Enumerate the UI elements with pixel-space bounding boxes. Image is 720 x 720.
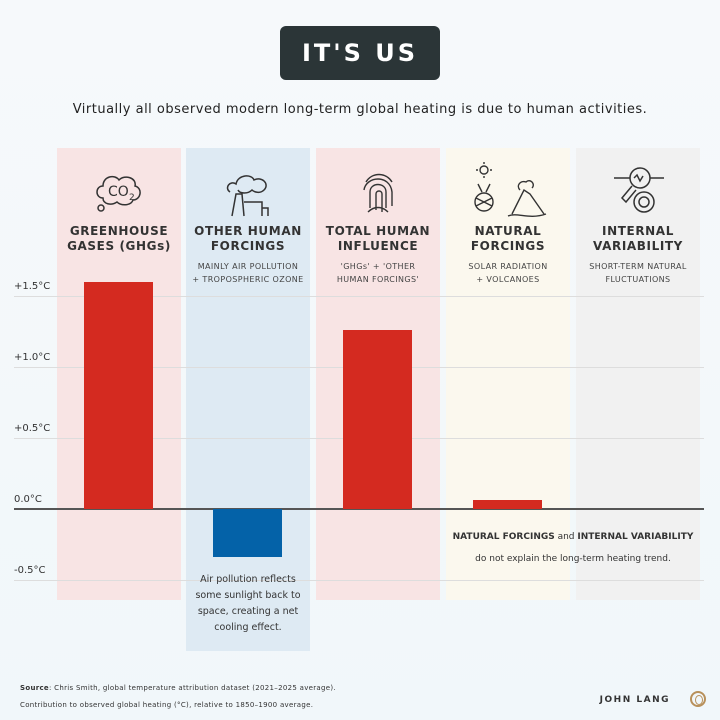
natural-note: NATURAL FORCINGS and INTERNAL VARIABILIT…: [446, 526, 700, 570]
column-heading: TOTAL HUMAN INFLUENCE: [325, 224, 431, 253]
source-text: : Chris Smith, global temperature attrib…: [48, 684, 336, 692]
column-panel: OTHER HUMAN FORCINGS MAINLY AIR POLLUTION +…: [186, 148, 310, 651]
bar-3: [473, 500, 542, 509]
note-line: Air pollution reflects: [200, 574, 296, 585]
magnifier-signal-icon: [576, 162, 700, 218]
brand-logo-icon: [690, 691, 706, 707]
y-tick-label: +0.5°C: [14, 423, 51, 434]
column-description: MAINLY AIR POLLUTION + TROPOSPHERIC OZONE: [192, 262, 304, 284]
bar-0: [84, 281, 153, 509]
gridline: [14, 296, 704, 297]
bar-2: [343, 330, 412, 509]
column-description: SOLAR RADIATION + VOLCANOES: [468, 262, 548, 284]
column-heading: INTERNAL VARIABILITY: [593, 224, 683, 253]
y-tick-label: +1.5°C: [14, 281, 51, 292]
note-line: do not explain the long-term heating tre…: [475, 554, 671, 564]
cooling-note: Air pollution reflects some sunlight bac…: [186, 572, 310, 636]
factory-smoke-icon: [186, 162, 310, 218]
y-tick-label: -0.5°C: [14, 565, 46, 576]
note-and: and: [554, 532, 578, 542]
fingerprint-icon: [316, 162, 440, 218]
source-label: Source: [20, 684, 49, 692]
svg-text:2: 2: [129, 193, 135, 203]
svg-text:CO: CO: [108, 184, 129, 200]
gridline: [14, 580, 704, 581]
title-badge: IT'S US: [280, 26, 440, 80]
column-heading: OTHER HUMAN FORCINGS: [194, 224, 302, 253]
y-tick-label: 0.0°C: [14, 494, 42, 505]
column-heading: NATURAL FORCINGS: [470, 224, 546, 253]
column-heading: GREENHOUSE GASES (GHGs): [67, 224, 171, 253]
sun-volcano-icon: [446, 162, 570, 218]
brand-name: JOHN LANG: [599, 695, 670, 705]
column-description: SHORT-TERM NATURAL FLUCTUATIONS: [589, 262, 687, 284]
footnote: Contribution to observed global heating …: [20, 701, 314, 709]
y-tick-label: +1.0°C: [14, 352, 51, 363]
co2-cloud-icon: CO 2: [57, 162, 181, 218]
column-panel: NATURAL FORCINGS SOLAR RADIATION + VOLCANOE…: [446, 148, 570, 600]
zero-line: [14, 508, 704, 510]
column-panel: INTERNAL VARIABILITY SHORT-TERM NATURAL FLU…: [576, 148, 700, 600]
note-line: cooling effect.: [214, 622, 282, 633]
note-line: some sunlight back to: [195, 590, 301, 601]
note-strong: INTERNAL VARIABILITY: [577, 532, 694, 542]
subtitle: Virtually all observed modern long-term …: [72, 102, 648, 117]
bar-1: [213, 509, 282, 558]
note-strong: NATURAL FORCINGS: [452, 532, 555, 542]
note-line: space, creating a net: [197, 606, 299, 617]
column-description: 'GHGs' + 'OTHER HUMAN FORCINGS': [336, 262, 420, 284]
source-line: Source: Chris Smith, global temperature …: [20, 684, 336, 692]
